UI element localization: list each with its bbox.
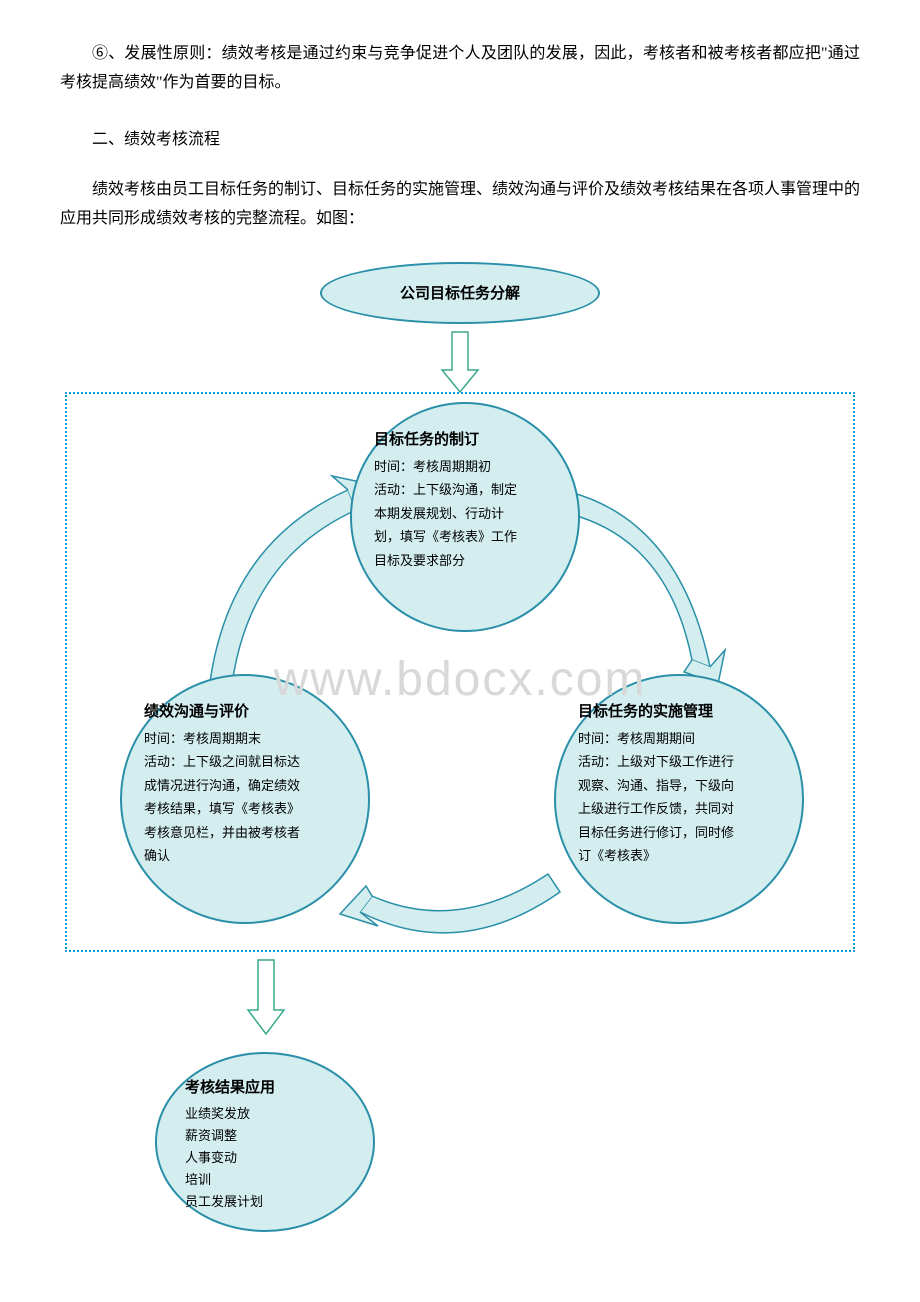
circle-line: 确认 (144, 844, 346, 867)
circle-line: 时间：考核周期期初 (374, 455, 556, 478)
node-evaluation-title: 绩效沟通与评价 (144, 700, 346, 721)
circle-line: 时间：考核周期期间 (578, 727, 780, 750)
node-implementation-title: 目标任务的实施管理 (578, 700, 780, 721)
node-company-goal-label: 公司目标任务分解 (400, 282, 520, 303)
node-goal-setting-title: 目标任务的制订 (374, 428, 556, 449)
circle-line: 员工发展计划 (185, 1191, 345, 1213)
circle-line: 考核意见栏，并由被考核者 (144, 821, 346, 844)
circle-line: 划，填写《考核表》工作 (374, 525, 556, 548)
circle-line: 目标及要求部分 (374, 549, 556, 572)
section-title: 二、绩效考核流程 (60, 126, 860, 155)
node-goal-setting: 目标任务的制订 时间：考核周期期初 活动：上下级沟通，制定 本期发展规划、行动计… (350, 402, 580, 632)
paragraph-principle: ⑥、发展性原则：绩效考核是通过约束与竞争促进个人及团队的发展，因此，考核者和被考… (60, 40, 860, 98)
circle-line: 目标任务进行修订，同时修 (578, 821, 780, 844)
circle-line: 订《考核表》 (578, 844, 780, 867)
node-result-application: 考核结果应用 业绩奖发放 薪资调整 人事变动 培训 员工发展计划 (155, 1052, 375, 1232)
node-implementation: 目标任务的实施管理 时间：考核周期期间 活动：上级对下级工作进行 观察、沟通、指… (554, 674, 804, 924)
circle-line: 业绩奖发放 (185, 1103, 345, 1125)
paragraph-process: 绩效考核由员工目标任务的制订、目标任务的实施管理、绩效沟通与评价及绩效考核结果在… (60, 176, 860, 234)
circle-line: 活动：上级对下级工作进行 (578, 750, 780, 773)
down-arrow-2 (248, 960, 284, 1034)
circle-line: 活动：上下级沟通，制定 (374, 478, 556, 501)
circle-line: 培训 (185, 1169, 345, 1191)
circle-line: 时间：考核周期期末 (144, 727, 346, 750)
circle-line: 人事变动 (185, 1147, 345, 1169)
flowchart-diagram: 公司目标任务分解 目标任务的制订 时间：考核周期期初 活动：上下级沟通 (60, 262, 860, 1232)
circle-line: 观察、沟通、指导，下级向 (578, 774, 780, 797)
node-evaluation: 绩效沟通与评价 时间：考核周期期末 活动：上下级之间就目标达 成情况进行沟通，确… (120, 674, 370, 924)
circle-line: 上级进行工作反馈，共同对 (578, 797, 780, 820)
down-arrow-1 (442, 332, 478, 392)
circle-line: 薪资调整 (185, 1125, 345, 1147)
circle-line: 本期发展规划、行动计 (374, 502, 556, 525)
circle-line: 活动：上下级之间就目标达 (144, 750, 346, 773)
node-result-title: 考核结果应用 (185, 1076, 345, 1097)
circle-line: 成情况进行沟通，确定绩效 (144, 774, 346, 797)
node-company-goal: 公司目标任务分解 (320, 262, 600, 324)
circle-line: 考核结果，填写《考核表》 (144, 797, 346, 820)
